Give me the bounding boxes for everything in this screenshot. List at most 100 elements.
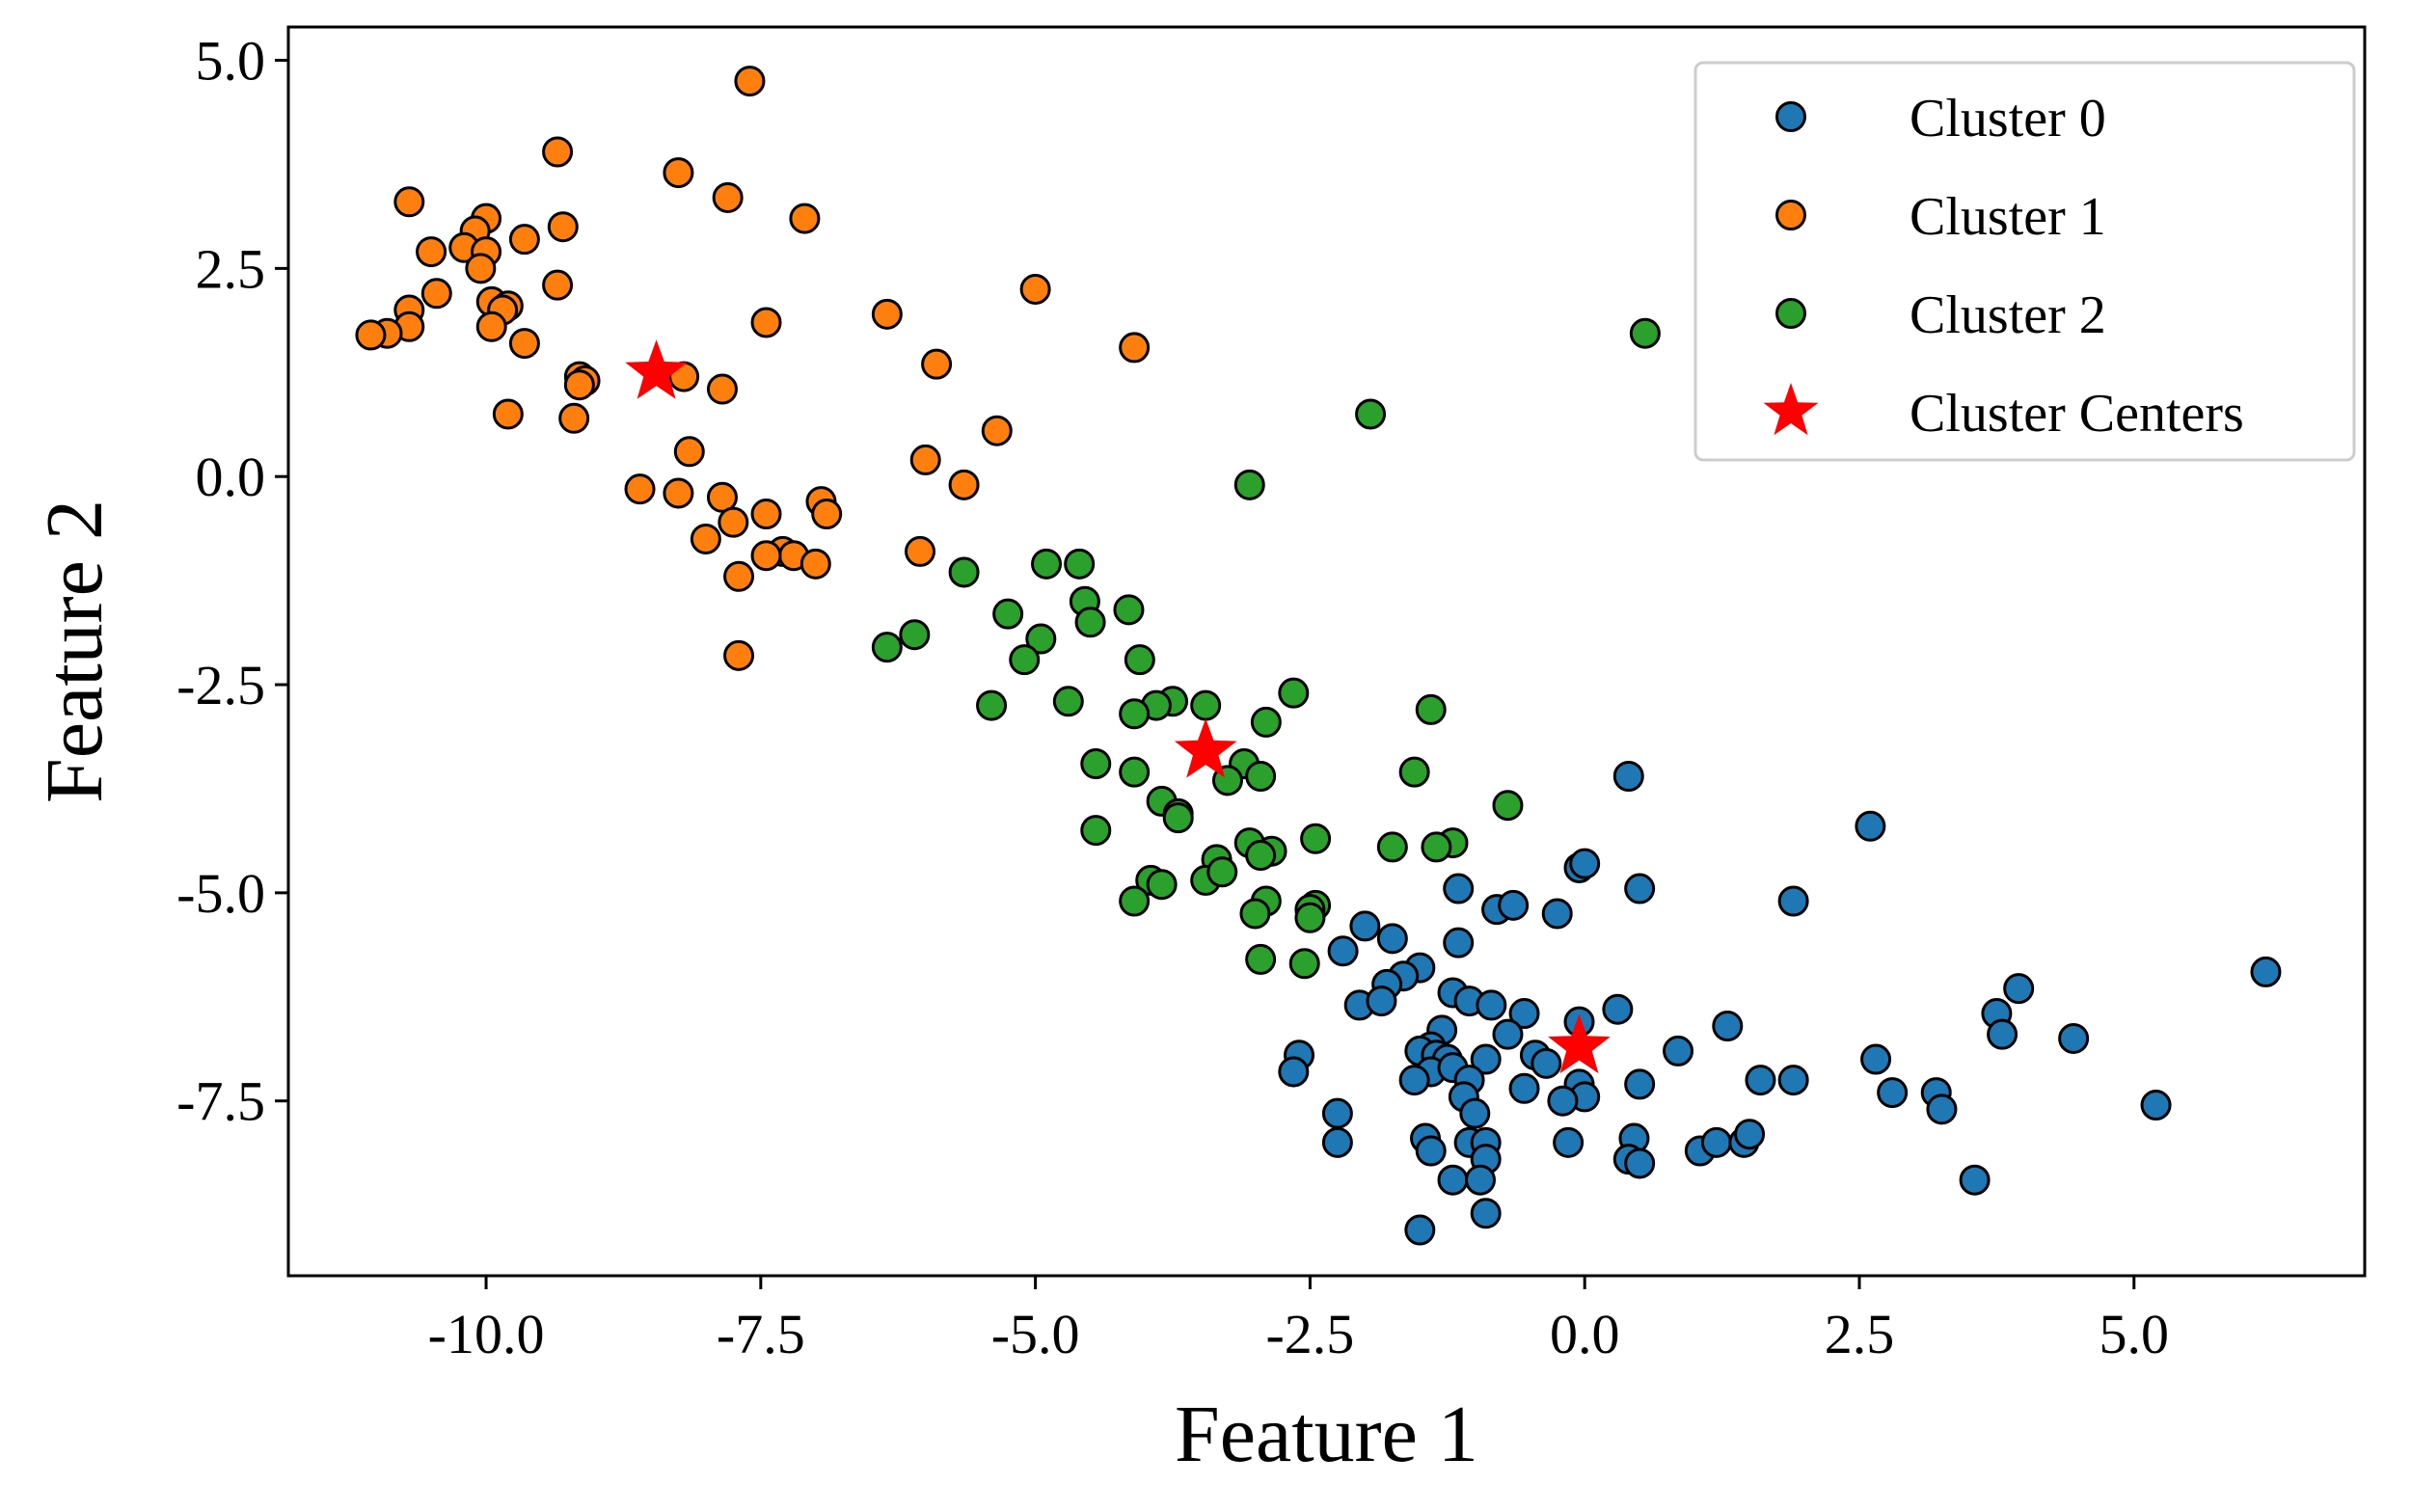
data-point — [1278, 1056, 1310, 1088]
data-point — [1777, 885, 1809, 917]
y-tick-label: 2.5 — [196, 237, 266, 300]
data-point — [2003, 973, 2035, 1005]
data-point — [1745, 1065, 1776, 1096]
series-2 — [871, 317, 1661, 980]
data-point — [1860, 1043, 1892, 1075]
data-point — [558, 402, 590, 434]
data-point — [508, 328, 540, 360]
legend-entry: Cluster 1 — [1775, 187, 2106, 247]
legend-entry: Cluster 2 — [1775, 285, 2106, 345]
data-point — [1624, 1148, 1656, 1179]
data-point — [1162, 802, 1194, 834]
data-point — [1987, 1018, 2018, 1050]
data-point — [1712, 1011, 1744, 1041]
legend-entry: Cluster Centers — [1763, 383, 2244, 444]
data-point — [1547, 1085, 1579, 1117]
y-tick-label: -2.5 — [176, 654, 265, 716]
plot-frame — [286, 25, 2367, 1278]
x-tick-label: -10.0 — [428, 1303, 545, 1365]
ticks-layer: -10.0 -7.5 -5.0 -2.5 0.0 2.5 5.0 -7.5 -5.0 -2.5 0.… — [176, 30, 2169, 1365]
data-point — [1376, 831, 1408, 863]
data-point — [1541, 898, 1573, 930]
data-point — [1025, 623, 1057, 655]
data-point — [1321, 1126, 1353, 1158]
data-point — [1206, 856, 1238, 888]
data-point — [2250, 956, 2282, 987]
data-point — [1245, 840, 1277, 872]
data-point — [789, 202, 821, 234]
data-point — [899, 619, 931, 651]
data-point — [921, 348, 953, 380]
data-point — [1233, 469, 1265, 500]
data-point — [1777, 1065, 1809, 1096]
data-point — [1190, 689, 1222, 721]
data-point — [1278, 677, 1310, 709]
data-point — [1612, 761, 1644, 792]
data-point — [712, 181, 744, 213]
y-tick-label: 5.0 — [196, 30, 266, 93]
data-point — [1245, 943, 1277, 975]
data-point — [1624, 873, 1656, 904]
data-point — [1355, 398, 1387, 430]
data-point — [663, 157, 694, 189]
data-point — [673, 436, 705, 468]
data-point — [416, 236, 447, 268]
data-point — [1508, 998, 1540, 1030]
data-point — [542, 269, 574, 301]
series-1 — [355, 66, 1151, 671]
legend-star-marker — [1763, 383, 1819, 436]
data-point — [1064, 548, 1096, 580]
data-point — [706, 373, 738, 405]
legend-entries: Cluster 0 Cluster 1 Cluster 2 Cluster Cente… — [1763, 89, 2244, 444]
data-point — [1926, 1094, 1958, 1125]
data-point — [1443, 927, 1475, 958]
x-tick-label: -7.5 — [717, 1303, 805, 1365]
data-point — [1074, 607, 1106, 638]
data-point — [1629, 317, 1661, 349]
data-point — [508, 224, 540, 256]
data-point — [905, 535, 936, 567]
data-point — [1569, 848, 1601, 879]
data-point — [1080, 815, 1112, 847]
data-point — [663, 477, 694, 509]
data-point — [1009, 644, 1041, 676]
data-point — [734, 66, 766, 97]
data-point — [1124, 644, 1155, 676]
data-point — [871, 298, 903, 330]
data-point — [992, 598, 1024, 630]
data-point — [718, 506, 749, 538]
data-point — [799, 548, 831, 580]
data-point — [1398, 756, 1430, 788]
data-point — [393, 186, 425, 218]
data-point — [976, 689, 1008, 721]
data-point — [1602, 993, 1634, 1025]
data-point — [475, 310, 507, 342]
data-point — [1492, 790, 1524, 822]
data-point — [1470, 1043, 1502, 1075]
data-point — [1734, 1119, 1766, 1150]
data-point — [1476, 989, 1507, 1021]
data-point — [750, 540, 782, 572]
data-point — [1877, 1077, 1909, 1109]
data-point — [465, 253, 497, 284]
x-tick-label: 5.0 — [2099, 1303, 2170, 1365]
x-tick-label: 2.5 — [1825, 1303, 1895, 1365]
data-point — [1415, 693, 1447, 725]
data-point — [1464, 1164, 1496, 1196]
legend-marker — [1775, 200, 1806, 230]
data-point — [948, 556, 980, 588]
data-point — [909, 444, 941, 475]
data-point — [1415, 1135, 1447, 1167]
data-point — [811, 499, 843, 530]
data-point — [492, 398, 524, 430]
data-point — [563, 369, 595, 401]
data-point — [690, 523, 721, 554]
data-point — [1250, 706, 1282, 738]
data-point — [1052, 686, 1084, 717]
series-0 — [1278, 761, 2282, 1246]
x-axis-label: Feature 1 — [1175, 1390, 1478, 1479]
x-tick-label: -5.0 — [991, 1303, 1080, 1365]
legend-label: Cluster 2 — [1910, 285, 2106, 345]
data-point — [1288, 948, 1320, 980]
